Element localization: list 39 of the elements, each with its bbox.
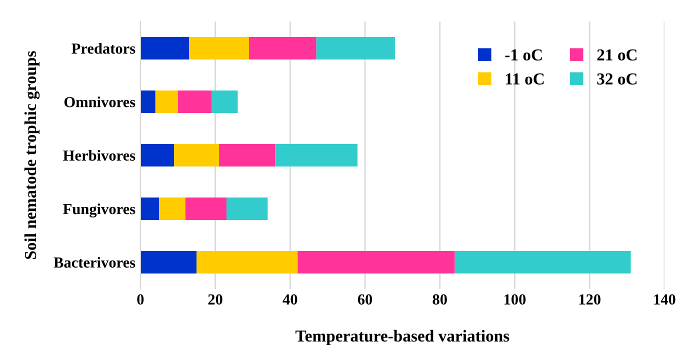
- x-tick-label: 80: [432, 294, 447, 305]
- y-tick-label: Omnivores: [64, 96, 136, 108]
- bar: [189, 37, 249, 60]
- bar: [275, 144, 358, 166]
- bar: [140, 90, 156, 114]
- bar: [219, 144, 276, 166]
- y-tick-label: Bacterivores: [54, 256, 136, 268]
- legend-label: 11 oC: [506, 73, 544, 85]
- y-tick-label: Fungivores: [63, 203, 136, 218]
- x-tick-label: 140: [654, 294, 676, 305]
- y-tick-label: Predators: [72, 42, 136, 54]
- bar: [316, 37, 395, 60]
- bar: [140, 198, 160, 220]
- legend-label: 32 oC: [597, 73, 637, 85]
- x-tick-label: 100: [504, 294, 526, 305]
- bar: [212, 90, 238, 114]
- y-axis-title: Soil nematode trophic groups: [24, 51, 40, 259]
- x-tick-label: 40: [282, 294, 298, 305]
- bar: [185, 198, 227, 220]
- x-tick-label: 60: [358, 294, 372, 305]
- bar: [196, 251, 298, 274]
- legend-label: -1 oC: [505, 49, 542, 61]
- bar: [226, 198, 268, 220]
- bar: [174, 144, 220, 166]
- bar: [178, 90, 212, 114]
- bar: [155, 90, 178, 114]
- x-axis-title: Temperature-based variations: [296, 330, 510, 346]
- bar: [454, 251, 631, 274]
- x-tick-label: 0: [137, 294, 144, 305]
- y-tick-label: Herbivores: [63, 150, 136, 161]
- bar: [248, 37, 316, 60]
- bar: [298, 251, 455, 274]
- bar: [140, 144, 174, 166]
- x-tick-label: 120: [579, 294, 600, 305]
- legend-label: 21 oC: [597, 49, 637, 61]
- bar: [140, 251, 197, 274]
- x-tick-label: 20: [208, 294, 222, 305]
- bar: [140, 37, 190, 60]
- bar: [159, 198, 186, 220]
